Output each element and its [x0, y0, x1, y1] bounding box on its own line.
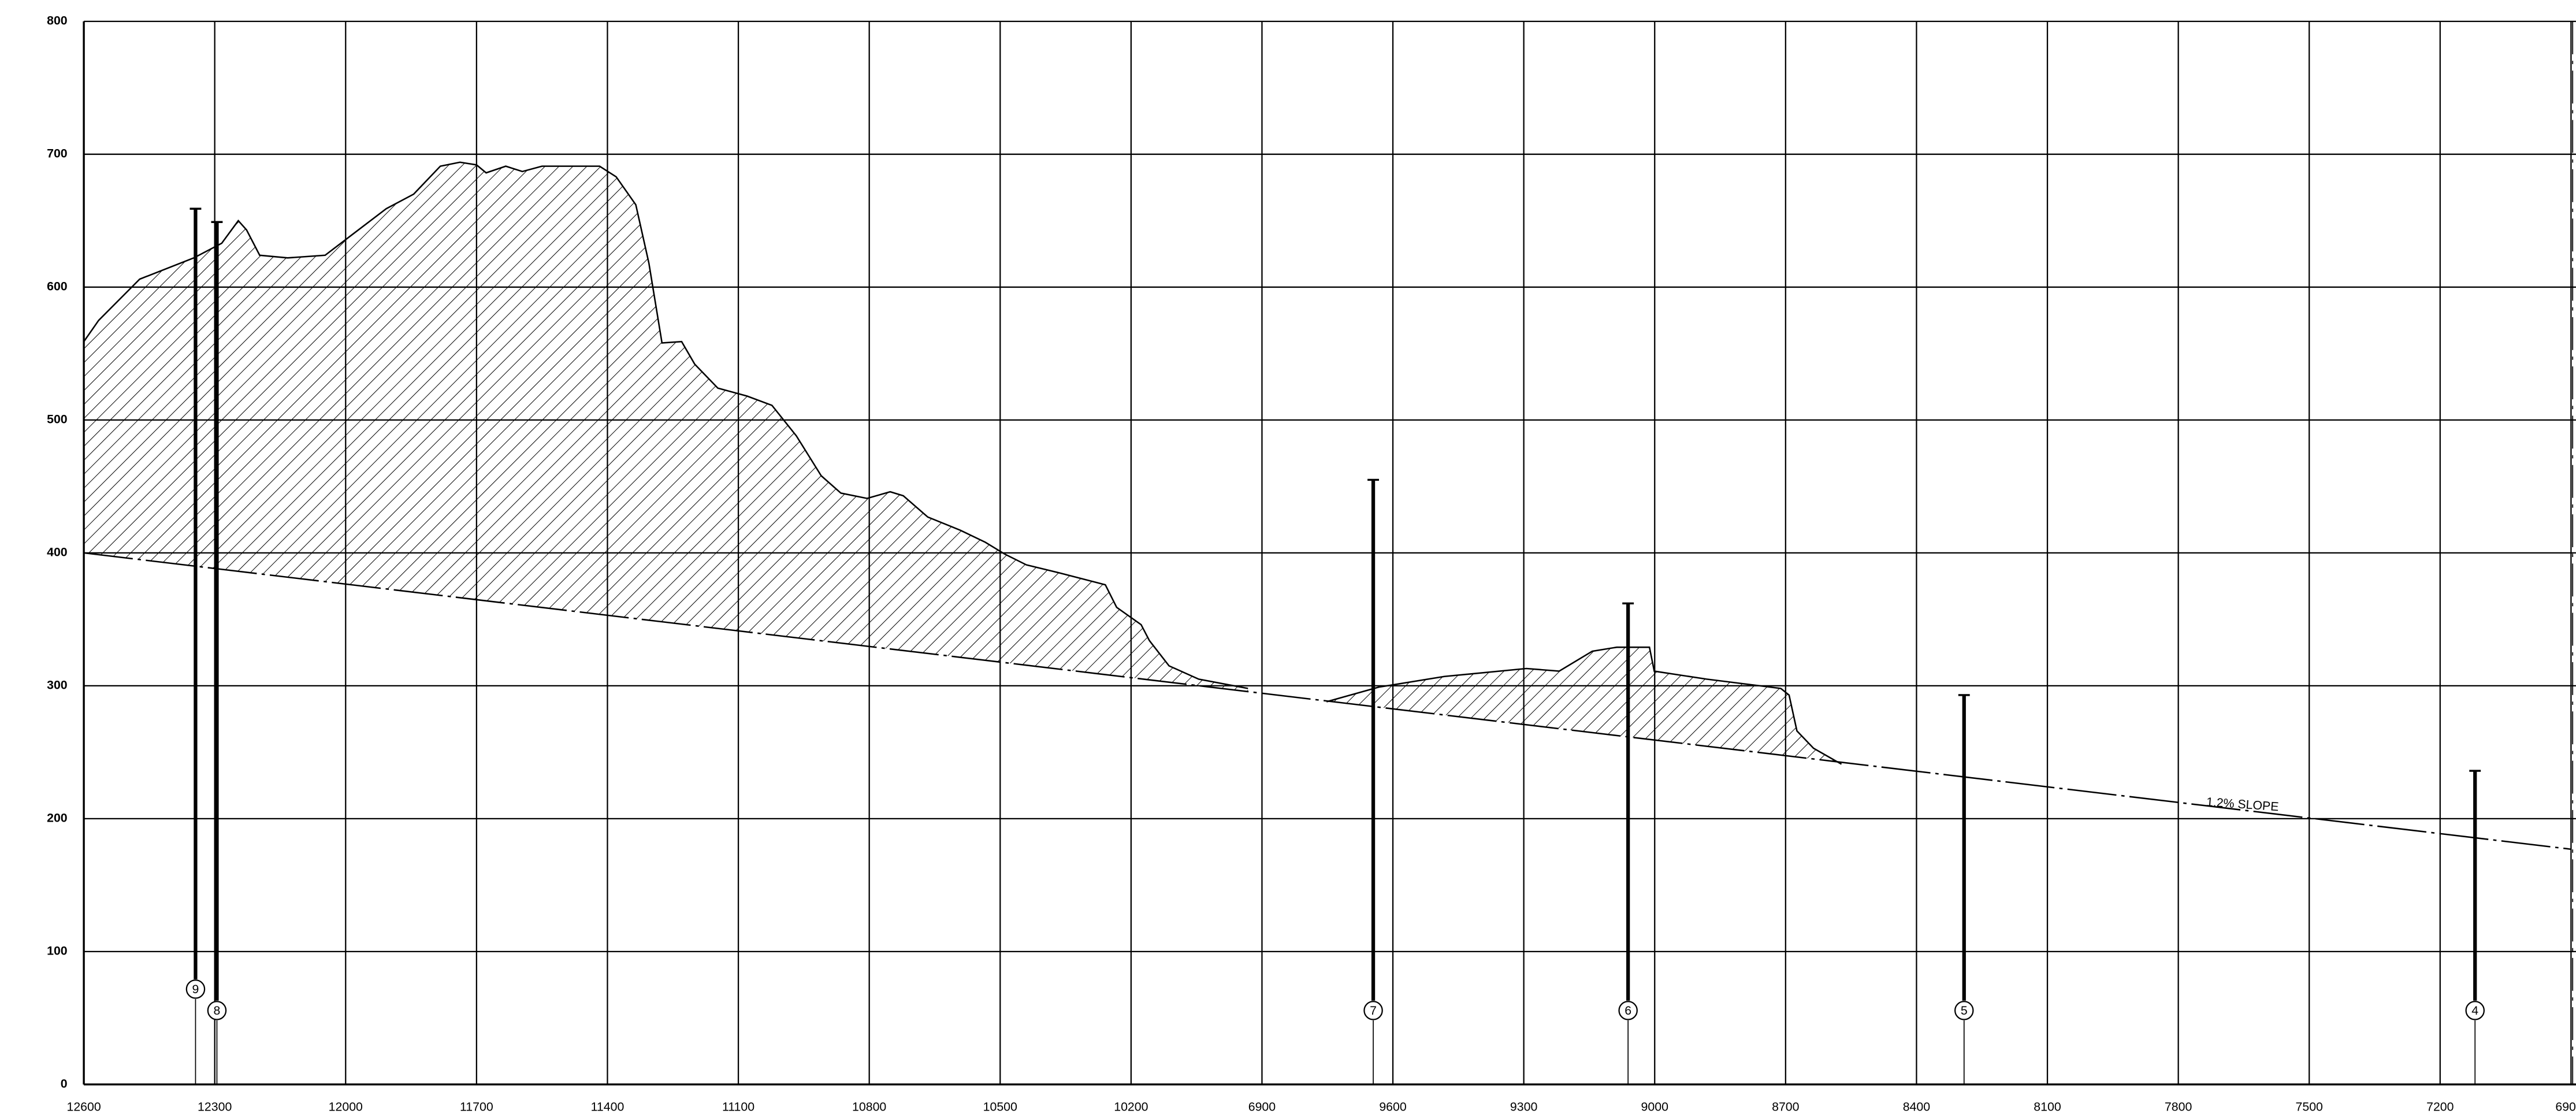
- marker-label: 4: [2471, 1004, 2478, 1018]
- marker-circle: [2465, 1001, 2485, 1020]
- y-tick-label: 800: [47, 14, 68, 28]
- marker-circle: [1618, 1001, 1638, 1020]
- marker-label: 5: [1961, 1004, 1968, 1018]
- y-tick-label: 300: [47, 678, 68, 692]
- marker-label: 8: [214, 1004, 221, 1018]
- ground-line: [83, 161, 1842, 765]
- x-tick-label: 10500: [983, 1100, 1017, 1113]
- x-tick-label: 9300: [1510, 1100, 1538, 1113]
- y-tick-label: 600: [47, 280, 68, 294]
- x-tick-label: 7800: [2165, 1100, 2192, 1113]
- x-tick-label: 9600: [1379, 1100, 1407, 1113]
- x-tick-label: 690: [2555, 1100, 2576, 1113]
- y-tick-label: 400: [47, 545, 68, 559]
- slope-line: [83, 552, 2571, 851]
- x-tick-label: 8400: [1903, 1100, 1931, 1113]
- y-tick-label: 500: [47, 413, 68, 426]
- x-tick-label: 7500: [2295, 1100, 2323, 1113]
- y-tick-label: 200: [47, 811, 68, 825]
- x-tick-label: 10200: [1114, 1100, 1148, 1113]
- marker-circle: [207, 1001, 227, 1020]
- x-tick-label: 7200: [2426, 1100, 2454, 1113]
- marker-circle: [1954, 1001, 1974, 1020]
- y-tick-label: 100: [47, 944, 68, 957]
- x-tick-label: 11700: [460, 1100, 493, 1113]
- y-tick-label: 700: [47, 147, 68, 161]
- marker-label: 6: [1625, 1004, 1631, 1018]
- marker-label: 9: [192, 982, 199, 996]
- cut-hatch: [84, 162, 1248, 692]
- y-tick-label: 0: [61, 1076, 68, 1090]
- x-tick-label: 11400: [591, 1100, 625, 1113]
- x-tick-label: 12000: [329, 1100, 363, 1113]
- x-tick-label: 6900: [1248, 1100, 1276, 1113]
- marker-circle: [1363, 1001, 1383, 1020]
- marker-label: 7: [1370, 1004, 1377, 1018]
- marker-circle: [185, 979, 206, 999]
- x-tick-label: 12600: [66, 1100, 101, 1113]
- x-tick-label: 9000: [1641, 1100, 1669, 1113]
- x-tick-label: 8700: [1772, 1100, 1800, 1113]
- cut-hatch: [1326, 647, 1842, 764]
- x-tick-label: 12300: [198, 1100, 232, 1113]
- x-tick-label: 8100: [2034, 1100, 2061, 1113]
- x-tick-label: 11100: [722, 1100, 754, 1113]
- x-tick-label: 10800: [852, 1100, 886, 1113]
